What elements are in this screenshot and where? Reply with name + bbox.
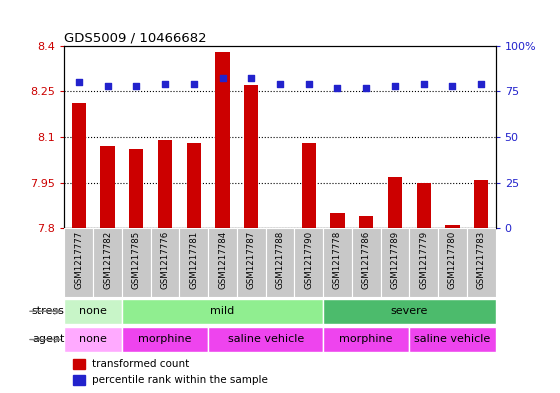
Bar <box>409 228 438 297</box>
Bar <box>158 140 172 228</box>
Bar <box>179 228 208 297</box>
Bar <box>409 327 496 352</box>
Bar <box>129 149 143 228</box>
Text: mild: mild <box>211 306 235 316</box>
Text: morphine: morphine <box>138 334 192 344</box>
Text: GSM1217785: GSM1217785 <box>132 230 141 288</box>
Text: percentile rank within the sample: percentile rank within the sample <box>92 375 268 385</box>
Bar <box>323 299 496 324</box>
Point <box>276 81 284 87</box>
Bar <box>438 228 467 297</box>
Bar <box>352 228 381 297</box>
Text: GSM1217782: GSM1217782 <box>103 230 112 288</box>
Point <box>218 75 227 82</box>
Text: none: none <box>79 306 107 316</box>
Point <box>304 81 313 87</box>
Bar <box>237 228 265 297</box>
Bar <box>295 228 323 297</box>
Bar <box>359 216 374 228</box>
Bar <box>64 327 122 352</box>
Text: transformed count: transformed count <box>92 358 190 369</box>
Point <box>132 83 141 89</box>
Bar <box>64 228 93 297</box>
Bar <box>122 299 323 324</box>
Bar <box>323 228 352 297</box>
Bar <box>323 327 409 352</box>
Point <box>419 81 428 87</box>
Text: GSM1217790: GSM1217790 <box>304 230 313 288</box>
Text: GSM1217777: GSM1217777 <box>74 230 83 288</box>
Text: GSM1217789: GSM1217789 <box>390 230 399 288</box>
Text: severe: severe <box>391 306 428 316</box>
Bar <box>265 228 295 297</box>
Bar <box>73 359 85 369</box>
Bar <box>302 143 316 228</box>
Text: GSM1217780: GSM1217780 <box>448 230 457 288</box>
Bar <box>417 183 431 228</box>
Bar <box>215 51 230 228</box>
Point <box>247 75 256 82</box>
Bar <box>122 327 208 352</box>
Text: GSM1217787: GSM1217787 <box>247 230 256 288</box>
Point <box>103 83 112 89</box>
Text: none: none <box>79 334 107 344</box>
Bar <box>381 228 409 297</box>
Bar <box>93 228 122 297</box>
Text: saline vehicle: saline vehicle <box>414 334 491 344</box>
Bar <box>100 146 115 228</box>
Text: morphine: morphine <box>339 334 393 344</box>
Bar <box>73 375 85 385</box>
Bar <box>244 85 259 228</box>
Bar <box>151 228 179 297</box>
Point <box>477 81 486 87</box>
Point <box>448 83 457 89</box>
Text: GDS5009 / 10466682: GDS5009 / 10466682 <box>64 31 207 44</box>
Text: agent: agent <box>32 334 64 344</box>
Point <box>362 84 371 91</box>
Text: GSM1217779: GSM1217779 <box>419 230 428 288</box>
Bar <box>122 228 151 297</box>
Point <box>74 79 83 85</box>
Bar <box>64 299 122 324</box>
Bar <box>474 180 488 228</box>
Text: GSM1217783: GSM1217783 <box>477 230 486 288</box>
Text: GSM1217778: GSM1217778 <box>333 230 342 288</box>
Text: GSM1217781: GSM1217781 <box>189 230 198 288</box>
Bar <box>467 228 496 297</box>
Text: GSM1217788: GSM1217788 <box>276 230 284 288</box>
Text: GSM1217784: GSM1217784 <box>218 230 227 288</box>
Point <box>189 81 198 87</box>
Bar <box>445 225 460 228</box>
Text: GSM1217786: GSM1217786 <box>362 230 371 288</box>
Bar <box>330 213 345 228</box>
Bar <box>186 143 201 228</box>
Bar <box>208 327 323 352</box>
Text: GSM1217776: GSM1217776 <box>161 230 170 288</box>
Bar <box>388 176 402 228</box>
Point <box>161 81 170 87</box>
Text: saline vehicle: saline vehicle <box>227 334 304 344</box>
Bar <box>208 228 237 297</box>
Text: stress: stress <box>31 306 64 316</box>
Bar <box>72 103 86 228</box>
Point <box>333 84 342 91</box>
Point <box>390 83 399 89</box>
